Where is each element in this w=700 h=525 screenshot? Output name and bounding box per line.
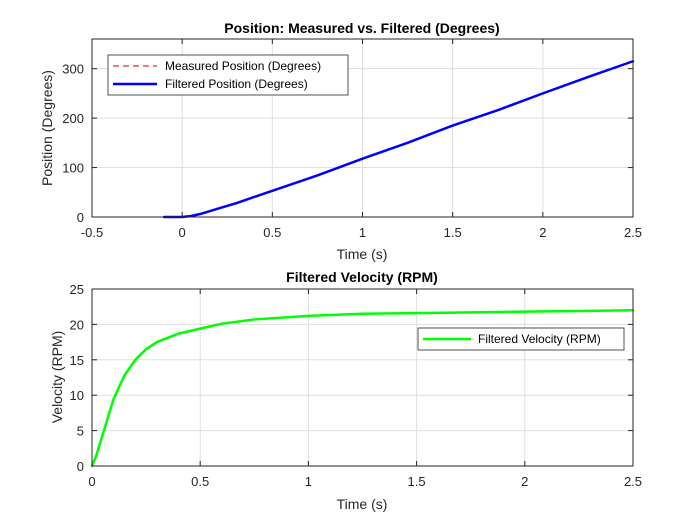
position-chart-title: Position: Measured vs. Filtered (Degrees… [224,20,499,36]
position-x-tick-label: 1 [359,225,366,240]
velocity-ticks: 0 0.5 1 1.5 2 2.5 0 5 10 15 20 25 [70,282,643,489]
position-series-line-2 [162,60,635,219]
position-x-tick-label: 2 [539,225,546,240]
velocity-y-tick-label: 20 [70,317,84,332]
position-x-tick-label: 1.5 [444,225,462,240]
velocity-series-line-1 [90,308,635,468]
velocity-y-tick-label: 25 [70,282,84,297]
position-legend-label-filtered: Filtered Position (Degrees) [165,77,308,91]
position-x-axis-label: Time (s) [337,246,388,262]
position-legend-box [107,54,349,96]
velocity-x-tick-label: 1 [305,474,312,489]
velocity-chart-title: Filtered Velocity (RPM) [286,269,438,285]
velocity-chart: Filtered Velocity (RPM) 0 0.5 1 1.5 2 2.5 0 5 10… [49,269,642,512]
position-y-axis-label: Position (Degrees) [39,70,55,186]
position-legend: Measured Position (Degrees) Filtered Pos… [107,54,349,96]
position-x-tick-label: 2.5 [624,225,642,240]
velocity-plot-area [91,288,634,467]
velocity-y-tick-label: 0 [77,459,84,474]
velocity-series [90,308,635,468]
position-legend-label-measured: Measured Position (Degrees) [165,59,321,73]
position-x-tick-label: 0 [179,225,186,240]
position-series [162,60,635,219]
position-x-tick-label: 0.5 [263,225,281,240]
velocity-y-tick-label: 5 [77,424,84,439]
velocity-y-axis-label: Velocity (RPM) [49,331,65,424]
velocity-x-tick-label: 0.5 [191,474,209,489]
velocity-x-tick-label: 2 [521,474,528,489]
position-y-tick-label: 0 [77,210,84,225]
velocity-legend: Filtered Velocity (RPM) [417,327,625,351]
position-x-tick-label: -0.5 [81,225,103,240]
velocity-legend-label-filtered: Filtered Velocity (RPM) [478,332,601,346]
velocity-x-tick-label: 2.5 [624,474,642,489]
velocity-plot-frame [91,288,634,467]
velocity-legend-box [417,327,625,351]
velocity-x-tick-label: 0 [88,474,95,489]
position-y-tick-label: 200 [62,111,84,126]
velocity-x-axis-label: Time (s) [337,496,388,512]
position-chart: Position: Measured vs. Filtered (Degrees… [39,20,642,262]
velocity-y-tick-label: 15 [70,353,84,368]
position-y-tick-label: 300 [62,62,84,77]
position-y-tick-label: 100 [62,161,84,176]
velocity-y-tick-label: 10 [70,388,84,403]
velocity-x-tick-label: 1.5 [408,474,426,489]
